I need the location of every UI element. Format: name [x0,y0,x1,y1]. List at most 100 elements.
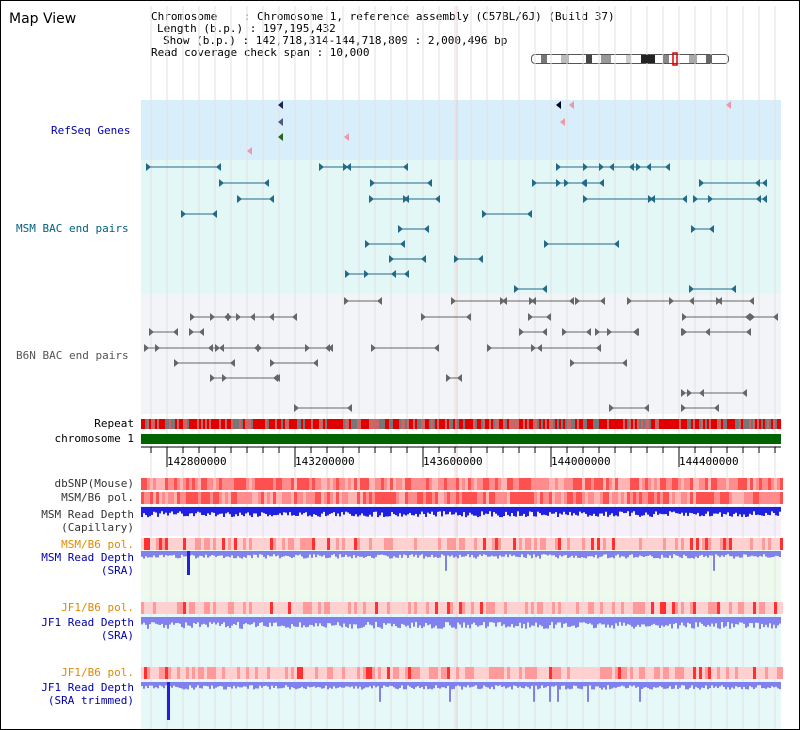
read-depth-bar [489,551,491,557]
read-depth-bar [749,682,751,687]
repeat-segment [389,419,391,429]
repeat-segment [435,419,437,429]
read-depth-bar [379,507,381,516]
repeat-segment [247,419,249,429]
read-depth-bar [207,682,209,687]
polymorphism-cell [669,602,672,614]
read-depth-bar [233,682,235,686]
repeat-segment [553,419,555,429]
read-depth-bar [365,617,367,625]
polymorphism-cell [282,538,285,550]
read-depth-bar [421,617,423,629]
repeat-segment [767,419,769,429]
polymorphism-cell [246,538,249,550]
polymorphism-cell [321,602,324,614]
read-depth-spike [167,682,170,720]
polymorphism-cell [669,478,672,490]
polymorphism-cell [513,478,516,490]
read-depth-bar [519,617,521,623]
read-depth-bar [675,551,677,556]
label-jf1-read-depth-sra[interactable]: JF1 Read Depth (SRA) [41,616,134,642]
read-depth-bar [363,682,365,689]
label-msm-b6-pol-2[interactable]: MSM/B6 pol. [61,538,134,551]
label-jf1-b6-pol-1[interactable]: JF1/B6 pol. [61,601,134,614]
polymorphism-cell [177,667,180,679]
label-refseq-genes[interactable]: RefSeq Genes [51,124,131,137]
repeat-segment [569,419,571,429]
b6n-bac-pair-end [305,344,310,352]
polymorphism-cell [393,478,396,490]
label-jf1-b6-pol-2[interactable]: JF1/B6 pol. [61,666,134,679]
read-depth-bar [629,617,631,625]
read-depth-bar [469,617,471,629]
polymorphism-cell [213,478,216,490]
read-depth-bar [463,551,465,557]
read-depth-bar [501,617,503,626]
label-dbsnp[interactable]: dbSNP(Mouse) [54,477,134,490]
read-depth-bar [597,682,599,687]
polymorphism-cell [141,492,144,504]
label-jf1-read-depth-sra-trimmed[interactable]: JF1 Read Depth (SRA trimmed) [41,681,134,707]
b6n-bac-pair-end [377,297,382,305]
label-repeat[interactable]: Repeat [94,417,134,430]
polymorphism-cell [225,478,228,490]
read-depth-bar [707,507,709,512]
read-depth-bar [485,682,487,687]
label-msm-read-depth-capillary[interactable]: MSM Read Depth (Capillary) [41,508,134,534]
polymorphism-cell [504,478,507,490]
read-depth-bar [351,682,353,687]
polymorphism-cell [162,538,165,550]
read-depth-bar [529,617,531,628]
repeat-segment [165,419,167,429]
read-depth-bar [557,682,559,702]
polymorphism-cell [561,602,564,614]
polymorphism-cell [705,667,708,679]
polymorphism-cell [381,667,384,679]
read-depth-bar [735,507,737,513]
polymorphism-cell [198,538,201,550]
label-b6n-bac-end-pairs[interactable]: B6N BAC end pairs [16,349,129,362]
polymorphism-cell [357,667,360,679]
polymorphism-cell [423,478,426,490]
repeat-segment [211,419,213,429]
read-depth-bar [343,617,345,624]
read-depth-bar [695,617,697,623]
read-depth-bar [767,617,769,628]
repeat-segment [627,419,629,429]
polymorphism-cell [609,667,612,679]
label-chromosome[interactable]: chromosome 1 [54,432,134,445]
repeat-segment [705,419,707,429]
read-depth-bar [649,507,651,517]
read-depth-bar [495,617,497,627]
read-depth-bar [767,507,769,515]
polymorphism-cell [390,478,393,490]
ruler-tick-label: 144000000 [551,455,611,468]
label-msm-read-depth-sra[interactable]: MSM Read Depth (SRA) [41,551,134,577]
read-depth-bar [693,682,695,689]
polymorphism-cell [468,538,471,550]
read-depth-bar [293,682,295,689]
polymorphism-cell [171,478,174,490]
label-msm-b6-pol-1[interactable]: MSM/B6 pol. [61,491,134,504]
polymorphism-cell [771,602,774,614]
polymorphism-cell [306,602,309,614]
polymorphism-cell [150,538,153,550]
repeat-segment [151,419,153,429]
read-depth-bar [651,551,653,557]
msm-bac-pair-end [264,179,269,187]
read-depth-bar [223,551,225,559]
read-depth-bar [553,617,555,629]
label-msm-bac-end-pairs[interactable]: MSM BAC end pairs [16,222,129,235]
polymorphism-cell [405,478,408,490]
polymorphism-cell [738,602,741,614]
polymorphism-cell [279,538,282,550]
polymorphism-cell [210,602,213,614]
read-depth-bar [353,617,355,625]
polymorphism-cell [639,492,642,504]
polymorphism-cell [246,492,249,504]
read-depth-bar [333,682,335,687]
read-depth-bar [401,682,403,686]
polymorphism-cell [450,492,453,504]
read-depth-bar [491,507,493,517]
